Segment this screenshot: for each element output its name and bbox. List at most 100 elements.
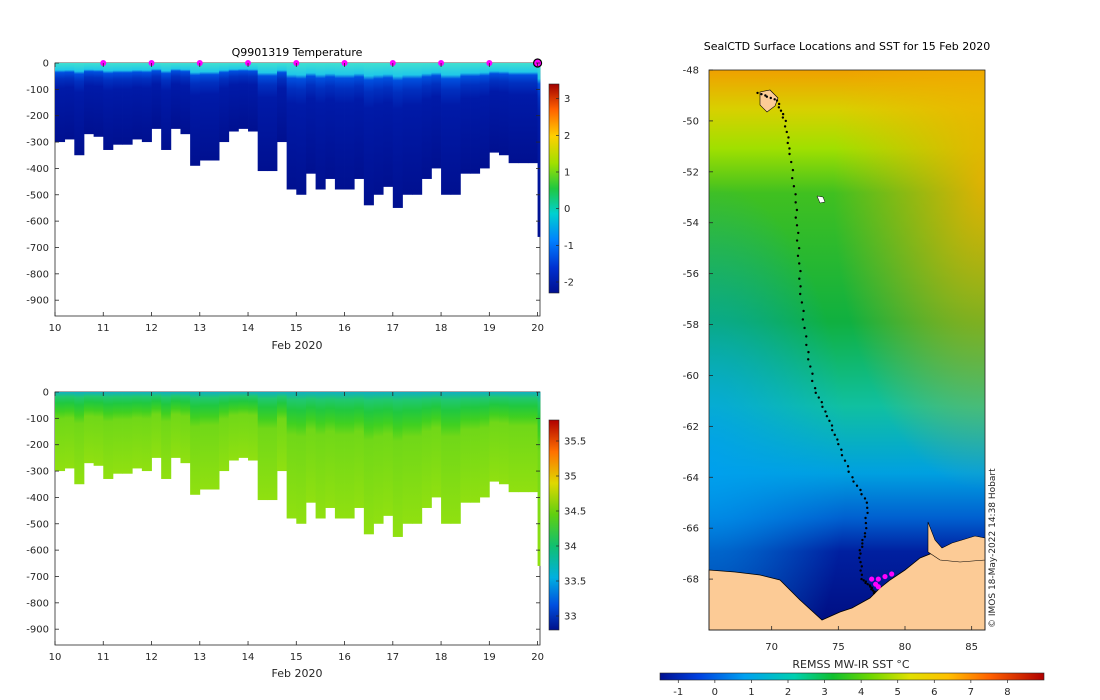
t-x-tick-label: 15 (290, 323, 303, 334)
recent-location (889, 571, 895, 577)
track-point (777, 106, 781, 109)
track-point (791, 176, 794, 180)
track-point (756, 91, 759, 95)
track-point (866, 582, 869, 586)
s-profile-column (508, 392, 519, 493)
track-point (769, 96, 772, 100)
t-x-tick-label: 13 (193, 323, 206, 334)
t-profile-column (325, 63, 336, 179)
track-point (859, 569, 862, 572)
temperature-y-axis: 0 -100 -200 -300 -400 -500 -600 -700 -800 -900 (26, 59, 540, 307)
s-y-tick-label: -700 (26, 572, 49, 583)
track-point (855, 484, 859, 487)
t-x-tick-label: 11 (97, 323, 110, 334)
track-point (800, 301, 804, 304)
t-x-tick-label: 19 (483, 323, 496, 334)
colorbar-tick-label: 3 (564, 94, 570, 105)
t-profile-column (441, 63, 452, 195)
t-x-tick-label: 16 (338, 323, 351, 334)
map-x-tick-label: 80 (899, 642, 912, 653)
temperature-colorbar-ticks: 3 2 1 0 -1 -2 (556, 94, 574, 289)
track-point (863, 497, 867, 500)
t-y-tick-label: 0 (43, 59, 49, 70)
s-x-tick-label: 20 (531, 652, 544, 663)
track-point (813, 386, 817, 390)
s-profile-column (305, 392, 316, 503)
s-profile-column (161, 392, 172, 479)
s-profile-column (257, 392, 268, 501)
s-profile-column (55, 392, 66, 472)
s-profile-column (64, 392, 75, 469)
track-point (794, 193, 797, 196)
t-profile-column (296, 63, 307, 195)
s-profile-column (412, 392, 423, 524)
map-y-tick-label: -48 (683, 66, 699, 77)
t-profile-column (228, 63, 239, 132)
s-profile-column (122, 392, 133, 474)
t-profile-column (479, 63, 490, 169)
track-point (859, 552, 862, 555)
map-y-tick-label: -60 (683, 371, 699, 382)
track-point (795, 239, 799, 242)
s-profile-column (498, 392, 510, 485)
sst-cold-west (709, 70, 985, 630)
s-profile-column (286, 392, 297, 519)
t-profile-column (209, 63, 220, 161)
colorbar-tick-label: 2 (564, 131, 570, 142)
track-point (866, 511, 869, 515)
map-y-tick-label: -64 (683, 473, 699, 484)
sst-colorbar-tick-label: 0 (712, 687, 718, 698)
t-x-tick-label: 10 (49, 323, 62, 334)
recent-locations (869, 571, 895, 590)
track-point (786, 141, 789, 145)
track-point (803, 326, 806, 330)
s-x-tick-label: 18 (435, 652, 448, 663)
t-profile-column (421, 63, 432, 179)
colorbar-tick-label: 34 (564, 542, 577, 553)
s-profile-column (460, 392, 471, 503)
t-y-tick-label: -500 (26, 190, 49, 201)
t-profile-column (392, 63, 403, 208)
s-profile-column (450, 392, 461, 524)
t-profile-column (238, 63, 249, 129)
t-profile-column (537, 63, 541, 237)
track-point (788, 152, 791, 156)
sst-map-title: SealCTD Surface Locations and SST for 15… (704, 40, 991, 53)
sst-colorbar-tick-label: 5 (895, 687, 901, 698)
track-point (825, 414, 829, 418)
s-x-tick-label: 12 (145, 652, 158, 663)
t-profile-column (248, 63, 259, 132)
t-profile-column (383, 63, 394, 187)
sst-map-x-axis: 70 75 80 85 (765, 626, 978, 653)
track-point (837, 442, 840, 446)
map-y-tick-label: -50 (683, 116, 699, 127)
t-profile-column (373, 63, 384, 195)
t-profile-column (161, 63, 172, 150)
s-profile-column (180, 392, 191, 464)
map-x-tick-label: 70 (765, 642, 778, 653)
map-y-tick-label: -62 (683, 422, 699, 433)
track-point (843, 459, 847, 462)
sst-map-panel: SealCTD Surface Locations and SST for 15… (659, 40, 1045, 698)
s-profile-column (141, 392, 152, 472)
t-profile-column (199, 63, 210, 161)
map-x-tick-label: 85 (965, 642, 978, 653)
track-point (862, 579, 865, 582)
salinity-colorbar-ticks: 35.5 35 34.5 34 33.5 33 (556, 437, 586, 623)
track-point (863, 535, 867, 538)
t-profile-column (489, 63, 500, 153)
s-profile-column (276, 392, 288, 472)
track-point (797, 231, 800, 235)
s-profile-column (151, 392, 162, 458)
t-profile-column (74, 63, 85, 156)
t-profile-column (55, 63, 66, 143)
temperature-columns (55, 63, 541, 237)
s-profile-column (228, 392, 239, 461)
track-point (787, 136, 790, 139)
track-point (870, 588, 873, 591)
t-profile-column (412, 63, 423, 195)
recent-location (882, 573, 888, 580)
t-profile-column (498, 63, 510, 156)
sst-colorbar-label: REMSS MW-IR SST °C (792, 658, 910, 671)
track-point (864, 516, 867, 520)
